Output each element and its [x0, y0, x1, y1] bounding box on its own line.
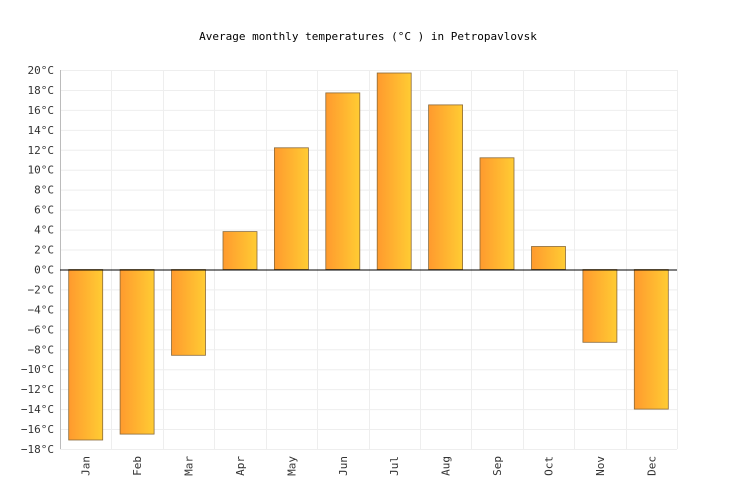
bar-jun: [325, 92, 361, 270]
bar-oct: [531, 246, 566, 270]
y-tick-label: −6°C: [28, 323, 55, 336]
x-tick-label: May: [285, 456, 298, 476]
x-tick-label: Mar: [183, 456, 196, 476]
x-tick-label: Jul: [388, 456, 401, 476]
y-axis-ticks: 20°C 18°C 16°C 14°C 12°C 10°C 8°C 6°C 4°C 2°C 0°C −…: [21, 64, 54, 456]
x-tick-label: Aug: [440, 456, 453, 476]
y-tick-label: 0°C: [34, 264, 54, 277]
y-tick-label: 8°C: [34, 184, 54, 197]
chart-title: Average monthly temperatures (°C ) in Pe…: [199, 30, 537, 43]
bar-apr: [222, 231, 258, 270]
x-tick-label: Jan: [80, 456, 93, 476]
y-tick-label: −8°C: [28, 343, 55, 356]
bar-jan: [68, 269, 104, 441]
bar-dec: [633, 269, 669, 410]
y-tick-label: 2°C: [34, 244, 54, 257]
x-tick-label: Dec: [645, 456, 658, 476]
x-tick-label: Nov: [594, 456, 607, 476]
y-tick-label: 16°C: [28, 104, 55, 117]
y-tick-label: −18°C: [21, 443, 54, 456]
y-tick-label: 18°C: [28, 84, 55, 97]
y-tick-label: −12°C: [21, 383, 54, 396]
bar-sep: [479, 157, 515, 270]
x-tick-label: Jun: [337, 456, 350, 476]
y-tick-label: 6°C: [34, 204, 54, 217]
y-tick-label: 20°C: [28, 64, 55, 77]
y-tick-label: −16°C: [21, 423, 54, 436]
bar-nov: [582, 269, 618, 343]
bar-aug: [428, 104, 464, 270]
bar-jul: [376, 72, 412, 270]
x-tick-label: Oct: [543, 456, 556, 476]
bar-feb: [119, 269, 155, 435]
y-tick-label: 14°C: [28, 124, 55, 137]
y-tick-label: 4°C: [34, 224, 54, 237]
y-tick-label: −2°C: [28, 283, 55, 296]
x-tick-label: Apr: [234, 456, 247, 476]
y-tick-label: 12°C: [28, 144, 55, 157]
y-tick-label: −10°C: [21, 363, 54, 376]
y-tick-label: 10°C: [28, 164, 55, 177]
x-axis-ticks: Jan Feb Mar Apr May Jun Jul Aug Sep Oct Nov Dec: [80, 456, 659, 476]
bar-may: [273, 147, 309, 270]
y-tick-label: −4°C: [28, 303, 55, 316]
x-tick-label: Sep: [491, 456, 504, 476]
y-tick-label: −14°C: [21, 403, 54, 416]
bars: [68, 72, 669, 441]
x-tick-label: Feb: [131, 456, 144, 476]
bar-mar: [171, 269, 206, 356]
